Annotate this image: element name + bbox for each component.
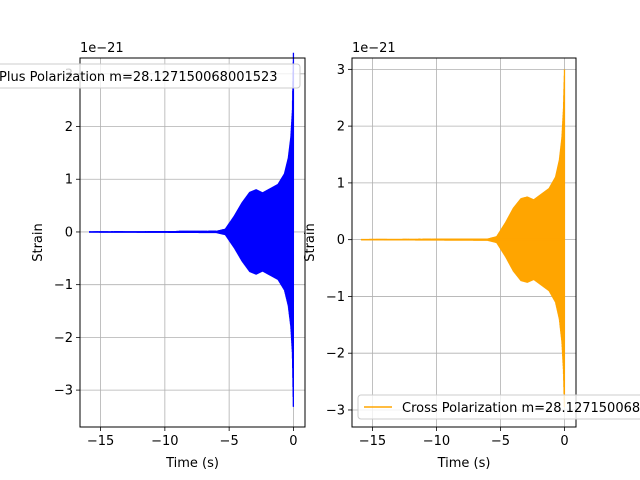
- x-tick-label: −5: [220, 434, 239, 449]
- legend-box: [357, 394, 640, 420]
- y-tick-label: 0: [337, 233, 345, 248]
- y-tick-label: 2: [65, 120, 73, 135]
- x-tick-label: −15: [87, 434, 114, 449]
- legend: Cross Polarization m=28.127150068001523: [357, 394, 640, 420]
- legend-entry: Plus Polarization m=28.127150068001523: [0, 70, 278, 85]
- legend-box: [0, 63, 301, 89]
- legend-entry: Cross Polarization m=28.127150068001523: [402, 401, 640, 416]
- x-tick-label: −5: [491, 434, 510, 449]
- strain-line: [88, 52, 295, 408]
- x-axis-label: Time (s): [437, 456, 491, 471]
- y-tick-label: 0: [65, 225, 73, 240]
- y-tick-label: 2: [337, 120, 345, 135]
- y-axis-label: Strain: [31, 223, 46, 262]
- y-tick-label: 1: [65, 173, 73, 188]
- x-tick-label: 0: [560, 434, 568, 449]
- y-tick-label: 3: [337, 63, 345, 78]
- strain-line: [360, 69, 566, 408]
- plot-frame: [351, 57, 577, 428]
- series-cross: [360, 69, 566, 408]
- x-tick-label: −10: [151, 434, 178, 449]
- x-tick-label: −15: [359, 434, 386, 449]
- y-tick-label: −3: [54, 384, 73, 399]
- x-tick-label: 0: [289, 434, 297, 449]
- y-offset-text: 1e−21: [80, 41, 124, 56]
- y-tick-label: −1: [54, 278, 73, 293]
- legend: Plus Polarization m=28.127150068001523: [0, 63, 301, 89]
- y-tick-label: 1: [337, 176, 345, 191]
- x-tick-label: −10: [423, 434, 450, 449]
- y-tick-label: −1: [326, 290, 345, 305]
- series-plus: [88, 52, 295, 408]
- y-tick-label: −2: [326, 347, 345, 362]
- y-tick-label: −2: [54, 331, 73, 346]
- y-axis-label: Strain: [303, 223, 318, 262]
- x-axis-label: Time (s): [165, 456, 219, 471]
- y-offset-text: 1e−21: [352, 41, 396, 56]
- y-tick-label: −3: [326, 403, 345, 418]
- plot-frame: [79, 57, 306, 428]
